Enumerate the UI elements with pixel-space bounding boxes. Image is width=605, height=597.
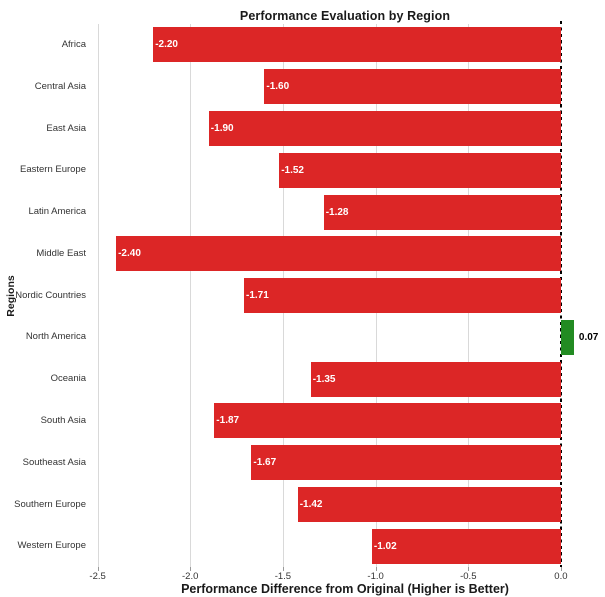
bar-latin-america — [323, 194, 561, 230]
category-label-eastern-europe: Eastern Europe — [19, 164, 86, 176]
chart-title: Performance Evaluation by Region — [239, 9, 451, 23]
bar-eastern-europe — [279, 152, 561, 188]
bar-value-label: -1.42 — [299, 498, 323, 510]
zero-dashed-line — [559, 21, 562, 567]
x-tick-label: 0.0 — [554, 571, 568, 582]
bar-value-label: 0.07 — [578, 331, 599, 343]
x-axis-label: Performance Difference from Original (Hi… — [181, 582, 509, 596]
category-label-oceania: Oceania — [50, 373, 86, 385]
category-label-latin-america: Latin America — [28, 206, 86, 218]
category-label-middle-east: Middle East — [36, 247, 86, 259]
category-label-east-asia: East Asia — [46, 122, 86, 134]
x-tick-mark — [97, 567, 99, 571]
plot-area: -2.20 -1.60 -1.90 -1.52 -1.28 -2.40 -1.71 0.07 -… — [92, 21, 599, 567]
bar-south-asia — [214, 403, 561, 439]
bar-value-label: -1.52 — [281, 164, 304, 176]
category-label-north-america: North America — [25, 331, 86, 343]
bar-oceania — [310, 361, 561, 397]
x-tick-label: -2.5 — [89, 571, 106, 582]
category-label-south-asia: South Asia — [40, 414, 86, 426]
category-label-africa: Africa — [61, 39, 86, 50]
x-tick-mark — [375, 567, 377, 571]
bar-east-asia — [208, 110, 561, 146]
bar-southeast-asia — [251, 445, 561, 481]
bar-nordic-countries — [244, 278, 561, 313]
bar-value-label: -1.02 — [373, 540, 397, 552]
bar-value-label: -2.40 — [118, 248, 141, 260]
category-label-southeast-asia: Southeast Asia — [22, 456, 86, 468]
x-tick-label: -2.0 — [182, 571, 199, 582]
x-tick-mark — [190, 567, 192, 571]
bar-value-label: -1.60 — [266, 81, 290, 93]
bar-africa — [153, 27, 561, 63]
category-label-western-europe: Western Europe — [17, 540, 86, 552]
bar-value-label: -1.35 — [312, 373, 336, 385]
x-tick-label: -0.5 — [460, 571, 477, 582]
bar-western-europe — [371, 528, 561, 564]
bar-value-label: -1.87 — [216, 415, 240, 427]
bar-value-label: -1.71 — [246, 290, 269, 301]
bar-southern-europe — [297, 486, 561, 522]
bar-central-asia — [264, 69, 561, 105]
bar-value-label: -2.20 — [155, 39, 178, 51]
bar-value-label: -1.28 — [325, 206, 349, 218]
bar-north-america — [560, 319, 574, 355]
bar-middle-east — [116, 236, 561, 272]
x-tick-mark — [468, 567, 470, 571]
category-label-southern-europe: Southern Europe — [14, 498, 86, 510]
bar-value-label: -1.90 — [210, 122, 234, 134]
bar-value-label: -1.67 — [253, 457, 277, 469]
category-label-central-asia: Central Asia — [34, 80, 86, 92]
x-tick-label: -1.0 — [367, 571, 384, 582]
x-tick-label: -1.5 — [274, 571, 292, 582]
category-label-nordic-countries: Nordic Countries — [15, 289, 86, 301]
gridline — [190, 24, 192, 567]
x-tick-mark — [282, 567, 284, 571]
gridline — [97, 24, 99, 567]
x-tick-mark — [560, 567, 562, 571]
